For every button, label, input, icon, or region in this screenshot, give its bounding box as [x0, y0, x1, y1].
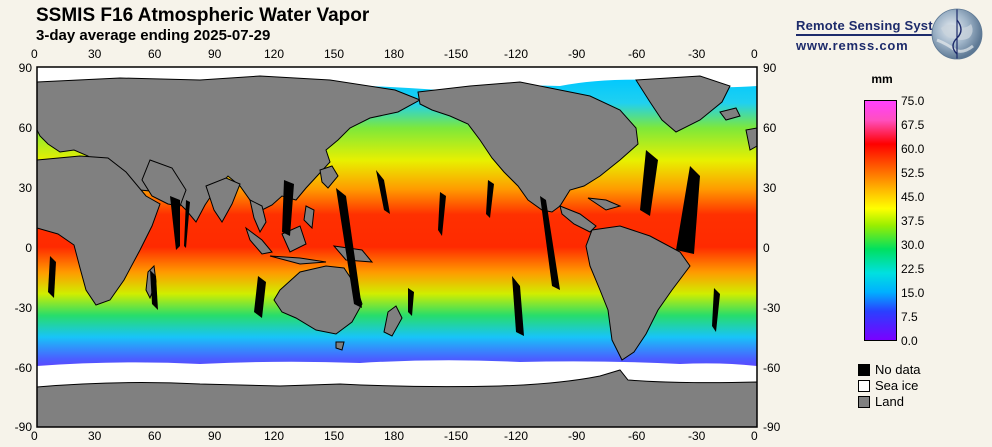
lon-tick-top: -60 [628, 47, 646, 61]
lon-tick-bottom: 30 [88, 429, 102, 443]
lat-tick-right: -90 [763, 420, 781, 434]
lon-tick-bottom: -90 [568, 429, 586, 443]
lat-tick-left: -90 [14, 420, 32, 434]
lat-tick-left: 60 [18, 121, 32, 135]
legend-swatch [858, 364, 870, 376]
lat-tick-right: -30 [763, 301, 781, 315]
lon-tick-bottom: 0 [31, 429, 38, 443]
map-title: SSMIS F16 Atmospheric Water Vapor [36, 5, 370, 26]
lat-tick-right: 90 [763, 61, 777, 75]
colorbar-label: 30.0 [901, 238, 925, 252]
lat-tick-right: 60 [763, 121, 777, 135]
colorbar-label: 75.0 [901, 94, 925, 108]
lon-tick-top: 120 [264, 47, 285, 61]
lon-tick-top: -120 [504, 47, 529, 61]
legend-label: No data [875, 362, 921, 377]
lat-tick-right: 0 [763, 241, 770, 255]
lon-tick-bottom: -30 [688, 429, 706, 443]
lon-tick-bottom: -150 [444, 429, 469, 443]
legend-label: Land [875, 394, 904, 409]
brand-name[interactable]: Remote Sensing Systems [796, 18, 960, 33]
colorbar-label: 15.0 [901, 286, 925, 300]
lon-tick-top: 60 [148, 47, 162, 61]
brand-divider [796, 34, 946, 36]
legend-label: Sea ice [875, 378, 919, 393]
legend-swatch [858, 380, 870, 392]
lon-tick-bottom: 150 [324, 429, 345, 443]
lon-tick-bottom: -60 [628, 429, 646, 443]
lon-tick-top: 180 [384, 47, 405, 61]
lat-tick-left: 0 [25, 241, 32, 255]
lon-tick-top: -90 [568, 47, 586, 61]
lon-tick-top: 0 [31, 47, 38, 61]
lon-tick-bottom: 60 [148, 429, 162, 443]
legend-swatch [858, 396, 870, 408]
lat-tick-left: -30 [14, 301, 32, 315]
lon-tick-bottom: 180 [384, 429, 405, 443]
lon-tick-bottom: -120 [504, 429, 529, 443]
lat-tick-left: 30 [18, 181, 32, 195]
lat-tick-right: 30 [763, 181, 777, 195]
globe-logo-icon [931, 8, 983, 60]
colorbar-label: 67.5 [901, 118, 925, 132]
lon-tick-top: -30 [688, 47, 706, 61]
lat-tick-left: 90 [18, 61, 32, 75]
colorbar-label: 22.5 [901, 262, 925, 276]
brand-block[interactable]: Remote Sensing Systems www.remss.com [796, 18, 959, 53]
lon-tick-top: -150 [444, 47, 469, 61]
lon-tick-bottom: 120 [264, 429, 285, 443]
colorbar-label: 7.5 [901, 310, 918, 324]
lon-tick-bottom: 0 [751, 429, 758, 443]
colorbar-gradient [864, 100, 897, 341]
land-masses [37, 75, 757, 427]
colorbar-label: 60.0 [901, 142, 925, 156]
colorbar-unit: mm [871, 72, 893, 86]
brand-url-link[interactable]: www.remss.com [796, 38, 909, 53]
colorbar-label: 45.0 [901, 190, 925, 204]
colorbar-label: 0.0 [901, 334, 918, 348]
lon-tick-bottom: 90 [208, 429, 222, 443]
lon-tick-top: 150 [324, 47, 345, 61]
map-frame [36, 66, 758, 428]
lat-tick-left: -60 [14, 361, 32, 375]
lon-tick-top: 30 [88, 47, 102, 61]
lon-tick-top: 90 [208, 47, 222, 61]
no-data-swaths [48, 150, 720, 336]
colorbar-label: 52.5 [901, 166, 925, 180]
lon-tick-top: 0 [751, 47, 758, 61]
colorbar-label: 37.5 [901, 214, 925, 228]
map-subtitle: 3-day average ending 2025-07-29 [36, 27, 271, 44]
lat-tick-right: -60 [763, 361, 781, 375]
